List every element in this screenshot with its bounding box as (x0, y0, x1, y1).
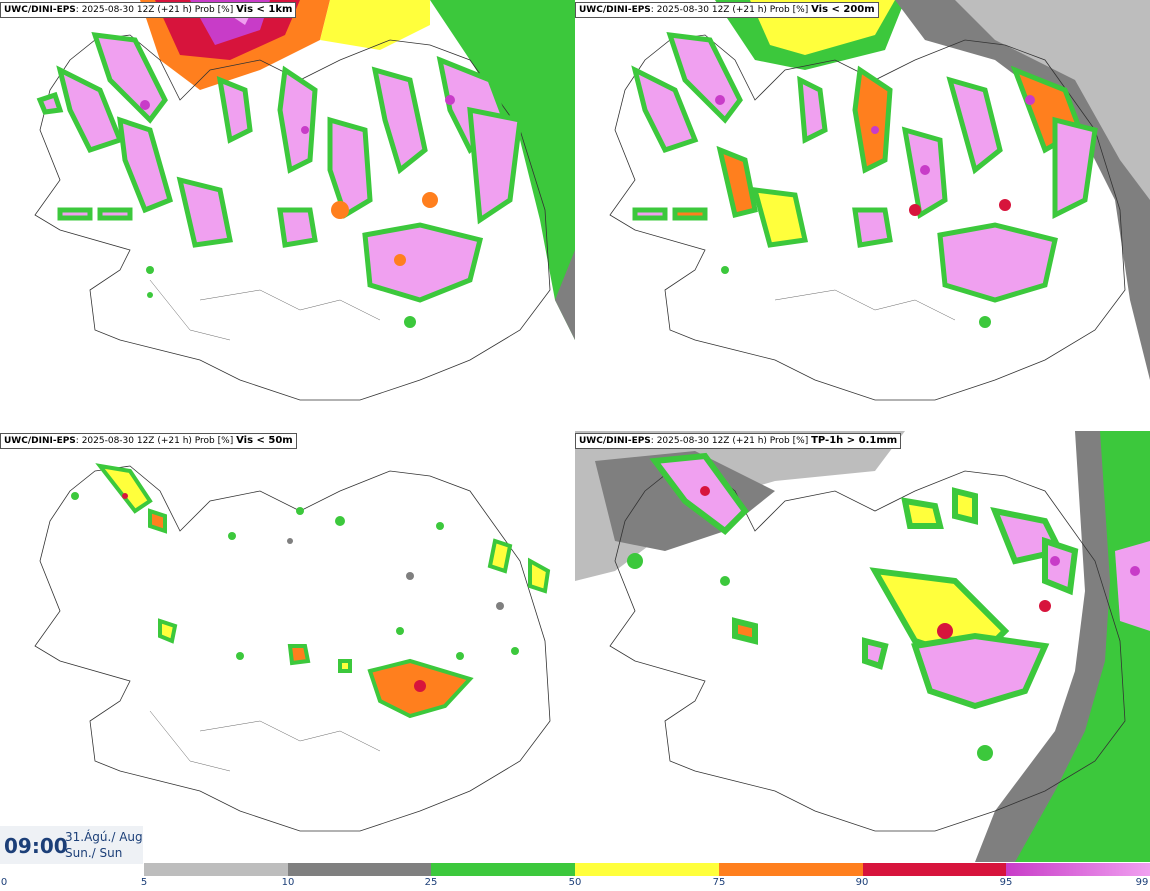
run-info: : 2025-08-30 12Z (+21 h) Prob [%] (75, 436, 234, 446)
criterion-label: Vis < 1km (236, 4, 293, 15)
colorbar-tick: 25 (424, 877, 438, 888)
model-name: UWC/DINI-EPS (4, 5, 76, 15)
colorbar-tick: 10 (281, 877, 295, 888)
panel-title: UWC/DINI-EPS: 2025-08-30 12Z (+21 h) Pro… (0, 433, 297, 449)
model-name: UWC/DINI-EPS (579, 5, 651, 15)
panel-title: UWC/DINI-EPS: 2025-08-30 12Z (+21 h) Pro… (0, 2, 297, 18)
colorbar-segment (144, 863, 288, 876)
criterion-label: Vis < 200m (811, 4, 875, 15)
colorbar-tick: 0 (0, 877, 8, 888)
panel-title: UWC/DINI-EPS: 2025-08-30 12Z (+21 h) Pro… (575, 2, 879, 18)
run-info: : 2025-08-30 12Z (+21 h) Prob [%] (75, 5, 234, 15)
map-vis-200m (609, 0, 1150, 401)
iceland-outline (609, 465, 1126, 832)
valid-time-box: 09:00 31.Ágú./ Aug Sun./ Sun (0, 826, 143, 864)
criterion-label: Vis < 50m (236, 435, 293, 446)
map-panel-tp1h: UWC/DINI-EPS: 2025-08-30 12Z (+21 h) Pro… (575, 431, 1150, 862)
map-panel-vis-50m: UWC/DINI-EPS: 2025-08-30 12Z (+21 h) Pro… (0, 431, 575, 862)
model-name: UWC/DINI-EPS (579, 436, 651, 446)
valid-time: 09:00 (4, 834, 68, 858)
colorbar-tick: 50 (568, 877, 582, 888)
colorbar-segment (431, 863, 576, 876)
colorbar-tick: 5 (140, 877, 148, 888)
iceland-outline (34, 34, 551, 401)
iceland-outline (609, 34, 1126, 401)
map-panel-vis-1km: UWC/DINI-EPS: 2025-08-30 12Z (+21 h) Pro… (0, 0, 575, 431)
run-info: : 2025-08-30 12Z (+21 h) Prob [%] (650, 5, 809, 15)
run-info: : 2025-08-30 12Z (+21 h) Prob [%] (650, 436, 809, 446)
colorbar-segment (862, 863, 1007, 876)
map-vis-1km (34, 0, 575, 401)
model-name: UWC/DINI-EPS (4, 436, 76, 446)
probability-colorbar (144, 863, 1150, 876)
map-tp1h (575, 431, 1150, 862)
colorbar-segment (575, 863, 719, 876)
colorbar-segment (1006, 863, 1150, 876)
colorbar-tick: 99 (1135, 877, 1149, 888)
panel-title: UWC/DINI-EPS: 2025-08-30 12Z (+21 h) Pro… (575, 433, 902, 449)
colorbar-tick: 95 (999, 877, 1013, 888)
map-panel-vis-200m: UWC/DINI-EPS: 2025-08-30 12Z (+21 h) Pro… (575, 0, 1150, 431)
colorbar-tick: 75 (712, 877, 726, 888)
valid-date: 31.Ágú./ Aug (65, 830, 143, 844)
map-vis-50m (34, 463, 551, 832)
colorbar-segment (287, 863, 432, 876)
colorbar-tick: 90 (855, 877, 869, 888)
valid-weekday: Sun./ Sun (65, 846, 123, 860)
iceland-outline (34, 465, 551, 832)
criterion-label: TP-1h > 0.1mm (811, 435, 898, 446)
colorbar-segment (718, 863, 863, 876)
